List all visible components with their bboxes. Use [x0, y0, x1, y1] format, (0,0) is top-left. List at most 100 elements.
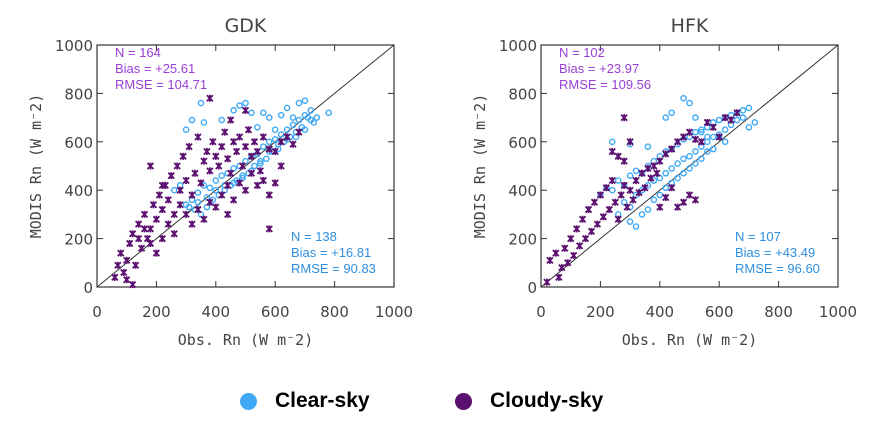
panel-1-cloudy-sky-point: [150, 201, 156, 208]
panel-1-cloudy-sky-point: [213, 153, 219, 160]
panel-2-clear-sky-point: [734, 117, 739, 122]
panel-1-cloudy-sky-point: [254, 182, 260, 189]
panel-2-cloudy-sky-point: [609, 177, 615, 184]
panel-1-cloudy-sky-point: [130, 230, 136, 237]
panel-1-cloudy-sky-point: [177, 201, 183, 208]
panel-2-clear-sky-point: [740, 108, 745, 113]
panel-2-cloudy-sky-point: [562, 245, 568, 252]
panel-1-cloudy-sky-point: [183, 177, 189, 184]
panel-1-clear-sky-point: [195, 190, 200, 195]
panel-1-cloudy-sky-point: [127, 240, 133, 247]
panel-1-y-axis-label: MODIS Rn (W m⁻2): [27, 94, 45, 239]
panel-2-cloudy-sky-point: [710, 124, 716, 131]
panel-2-cloudy-sky-point: [571, 252, 577, 259]
panel-1-cloudy-sky-point: [228, 170, 234, 177]
panel-1-clear-sky-point: [213, 178, 218, 183]
panel-1-cloudy-sky-point: [153, 250, 159, 257]
panel-1-cloudy-sky-point: [210, 138, 216, 145]
panel-2-cloudy-sky-point: [692, 196, 698, 203]
panel-1-x-tick-label: 400: [201, 303, 230, 321]
panel-2-clear-sky-point: [711, 134, 716, 139]
panel-1-cloudy-sky-point: [124, 257, 130, 264]
panel-1-cloudy-sky-point: [201, 216, 207, 223]
panel-2-clear-sky-point: [645, 207, 650, 212]
panel-2-clear-sky-point: [675, 161, 680, 166]
panel-1-clear-sky-point: [326, 110, 331, 115]
panel-2-clear-sky-point: [669, 110, 674, 115]
panel-2-title: HFK: [671, 15, 709, 37]
panel-2-clear-sky-point: [687, 100, 692, 105]
panel-1-cloudy-sky-point: [228, 117, 234, 124]
panel-2-y-tick-label: 1000: [499, 37, 537, 55]
panel-2-cloudy-sky-point: [574, 225, 580, 232]
panel-1-cloudy-sky-point: [147, 240, 153, 247]
panel-1-stats-clear-line: N = 138: [291, 229, 337, 244]
panel-1-cloudy-sky-point: [231, 138, 237, 145]
panel-2-cloudy-sky-point: [606, 206, 612, 213]
panel-1-clear-sky-point: [207, 185, 212, 190]
panel-1-cloudy-sky-point: [225, 182, 231, 189]
panel-2-y-tick-label: 200: [508, 231, 537, 249]
panel-2-clear-sky-point: [616, 178, 621, 183]
panel-2-clear-sky-point: [610, 188, 615, 193]
panel-1-cloudy-sky-point: [278, 163, 284, 170]
panel-1-clear-sky-point: [198, 100, 203, 105]
panel-1-cloudy-sky-point: [165, 221, 171, 228]
panel-2-cloudy-sky-point: [654, 170, 660, 177]
panel-1-clear-sky-point: [243, 100, 248, 105]
panel-2-cloudy-sky-point: [633, 177, 639, 184]
panel-1-cloudy-sky-point: [171, 211, 177, 218]
panel-1-y-tick-label: 800: [64, 85, 93, 103]
panel-1-cloudy-sky-point: [216, 163, 222, 170]
panel-2-cloudy-sky-point: [568, 235, 574, 242]
legend-cloudy: Cloudy-sky: [455, 386, 603, 416]
panel-1-cloudy-sky-point: [225, 211, 231, 218]
panel-1-cloudy-sky-point: [195, 206, 201, 213]
panel-1-clear-sky-point: [284, 105, 289, 110]
panel-2-cloudy-sky-point: [594, 221, 600, 228]
panel-1-cloudy-sky-point: [234, 148, 240, 155]
panel-2-x-tick-label: 1000: [819, 303, 857, 321]
panel-2-cloudy-sky-point: [588, 228, 594, 235]
legend-clear: Clear-sky: [240, 386, 370, 416]
panel-2-clear-sky-point: [663, 115, 668, 120]
panel-1-cloudy-sky-point: [201, 158, 207, 165]
panel-1-clear-sky-point: [237, 103, 242, 108]
panel-2-clear-sky-point: [639, 212, 644, 217]
panel-1-clear-sky-point: [273, 127, 278, 132]
panel-2-cloudy-sky-point: [624, 204, 630, 211]
panel-1-y-tick-label: 600: [64, 134, 93, 152]
panel-2-clear-sky-point: [717, 117, 722, 122]
panel-1-y-tick-label: 1000: [55, 37, 93, 55]
legend-clear-swatch: [240, 393, 257, 410]
panel-2-cloudy-sky-point: [621, 114, 627, 121]
panel-2-clear-sky-point: [681, 96, 686, 101]
panel-1-cloudy-sky-point: [142, 211, 148, 218]
panel-1-cloudy-sky-point: [112, 274, 118, 281]
panel-1-clear-sky-point: [255, 125, 260, 130]
panel-2-clear-sky-point: [633, 224, 638, 229]
panel-1-clear-sky-point: [267, 139, 272, 144]
panel-1-stats-cloudy-line: Bias = +25.61: [115, 61, 195, 76]
panel-1-cloudy-sky-point: [186, 143, 192, 150]
panel-1-clear-sky-point: [261, 144, 266, 149]
panel-2-clear-sky-point: [693, 115, 698, 120]
panel-2-clear-sky-point: [693, 130, 698, 135]
panel-1-y-tick-label: 200: [64, 231, 93, 249]
panel-1-cloudy-sky-point: [219, 192, 225, 199]
panel-1-cloudy-sky-point: [156, 192, 162, 199]
legend-clear-label: Clear-sky: [275, 389, 370, 413]
panel-2-cloudy-sky-point: [618, 192, 624, 199]
panel-2-clear-sky-point: [663, 171, 668, 176]
panel-2-clear-sky-point: [746, 105, 751, 110]
panel-1-cloudy-sky-point: [118, 250, 124, 257]
panel-1-cloudy-sky-point: [260, 177, 266, 184]
panel-1-cloudy-sky-point: [180, 153, 186, 160]
panel-1-cloudy-sky-point: [165, 196, 171, 203]
panel-1-cloudy-sky-point: [153, 216, 159, 223]
panel-1-cloudy-sky-point: [240, 163, 246, 170]
panel-2-cloudy-sky-point: [698, 138, 704, 145]
panel-1-cloudy-sky-point: [243, 107, 249, 114]
panel-1-cloudy-sky-point: [260, 133, 266, 140]
